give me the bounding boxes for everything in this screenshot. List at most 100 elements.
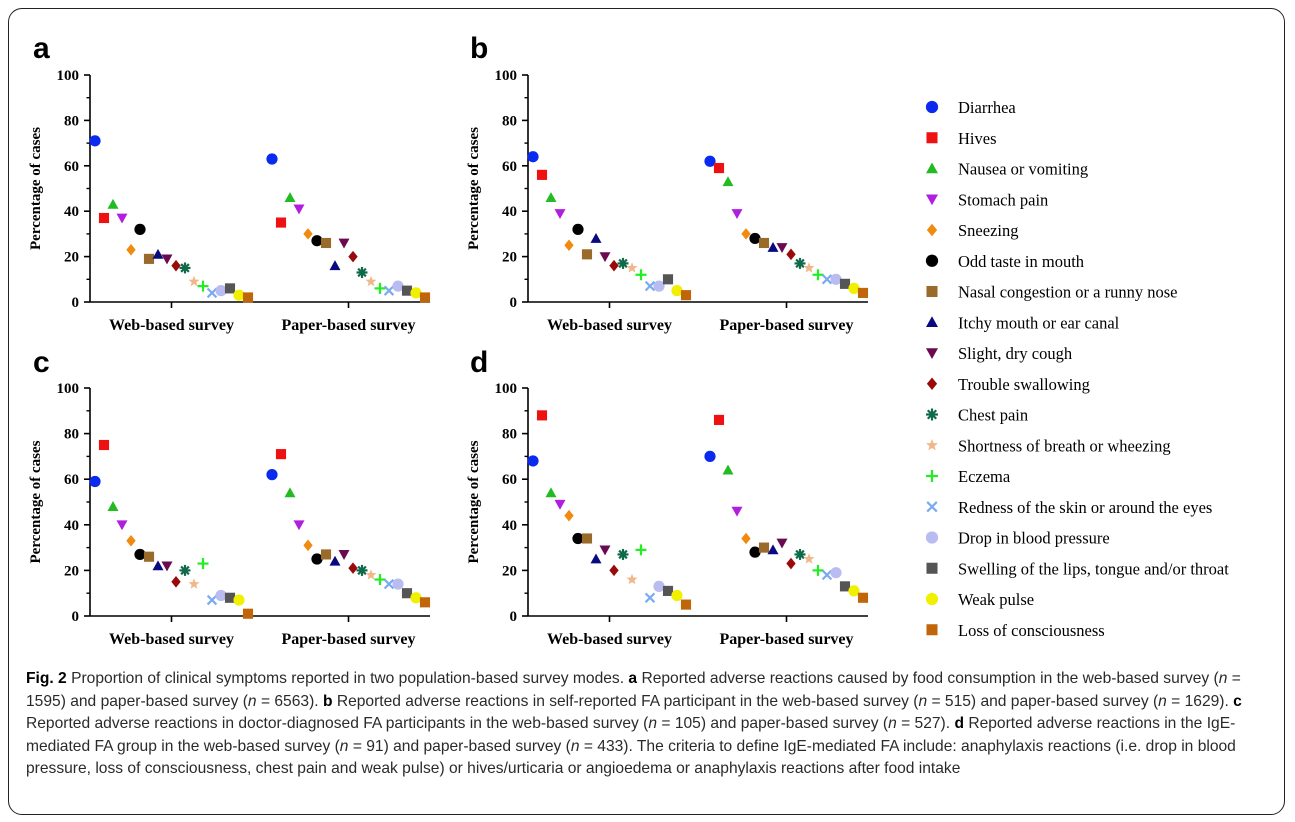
point-drop-in-blood-pressure: [215, 589, 227, 602]
legend-item: Weak pulse: [925, 590, 1034, 609]
legend-item: Nasal congestion or a runny nose: [926, 283, 1178, 302]
point-odd-taste-in-mouth: [572, 532, 584, 545]
point-loss-of-consciousness: [242, 608, 254, 619]
point-weak-pulse: [671, 589, 683, 602]
y-tick-label: 100: [57, 68, 80, 84]
point-hives: [713, 163, 725, 174]
caption-d-text: Reported adverse reactions in the IgE-me…: [26, 715, 1236, 755]
point-sneezing: [741, 532, 751, 545]
legend-item: Swelling of the lips, tongue and/or thro…: [926, 559, 1229, 578]
legend-marker-trouble-swallowing: [926, 377, 938, 391]
point-stomach-pain: [731, 506, 743, 517]
point-swelling-of-the-lips-tongue-and-or-throat: [224, 592, 236, 603]
legend-label: Weak pulse: [958, 590, 1034, 609]
point-nasal-congestion-or-a-runny-nose: [143, 253, 155, 264]
legend-marker-itchy-mouth-or-ear-canal: [926, 316, 938, 328]
point-shortness-of-breath-or-wheezing: [365, 569, 377, 580]
legend-label: Sneezing: [958, 221, 1018, 240]
point-shortness-of-breath-or-wheezing: [803, 262, 815, 273]
point-eczema: [197, 558, 209, 570]
point-nasal-congestion-or-a-runny-nose: [320, 549, 332, 560]
legend: Diarrhea Hives Nausea or vomiting Stomach p…: [925, 98, 1229, 640]
point-swelling-of-the-lips-tongue-and-or-throat: [662, 585, 674, 596]
legend-item: Hives: [926, 129, 997, 148]
legend-item: Chest pain: [926, 406, 1028, 425]
caption-d-label: d: [954, 715, 964, 732]
point-eczema: [812, 269, 824, 281]
point-diarrhea: [266, 153, 278, 165]
x-category-label: Paper-based survey: [719, 317, 853, 334]
legend-marker-chest-pain: [926, 408, 938, 421]
caption-c-label: c: [1233, 692, 1242, 710]
y-tick-label: 0: [510, 609, 518, 625]
point-hives: [275, 449, 287, 460]
point-nasal-congestion-or-a-runny-nose: [143, 551, 155, 562]
legend-label: Chest pain: [958, 406, 1028, 425]
point-nausea-or-vomiting: [545, 192, 557, 202]
point-sneezing: [741, 228, 751, 240]
point-hives: [713, 414, 725, 425]
caption-b-label: b: [322, 692, 333, 710]
figure-frame: [8, 8, 1285, 815]
point-redness-of-the-skin-or-around-the-eyes: [644, 592, 656, 603]
caption-d-value: = 91) and paper-based survey (: [348, 737, 571, 755]
point-nausea-or-vomiting: [284, 192, 296, 202]
point-diarrhea: [89, 475, 101, 488]
point-drop-in-blood-pressure: [653, 580, 665, 592]
y-tick-label: 0: [72, 609, 80, 625]
legend-label: Slight, dry cough: [958, 344, 1073, 363]
point-chest-pain: [794, 257, 806, 269]
caption-n: n: [570, 737, 580, 755]
y-tick-label: 80: [502, 427, 517, 443]
y-axis-label: Percentage of cases: [28, 440, 44, 563]
point-odd-taste-in-mouth: [134, 223, 146, 235]
panel-letter: b: [470, 32, 488, 65]
point-swelling-of-the-lips-tongue-and-or-throat: [839, 581, 851, 592]
point-drop-in-blood-pressure: [653, 280, 665, 292]
y-tick-label: 100: [57, 381, 80, 397]
legend-label: Swelling of the lips, tongue and/or thro…: [958, 559, 1229, 578]
point-redness-of-the-skin-or-around-the-eyes: [383, 285, 395, 296]
point-redness-of-the-skin-or-around-the-eyes: [206, 594, 218, 606]
caption-b-value: = 1629).: [1166, 692, 1229, 710]
legend-marker-nausea-or-vomiting: [926, 162, 938, 174]
point-trouble-swallowing: [786, 557, 796, 570]
point-itchy-mouth-or-ear-canal: [767, 544, 779, 555]
point-stomach-pain: [293, 520, 305, 531]
point-odd-taste-in-mouth: [572, 223, 584, 235]
point-stomach-pain: [554, 209, 566, 219]
point-diarrhea: [704, 450, 716, 463]
caption-n: n: [1158, 692, 1167, 710]
legend-item: Drop in blood pressure: [925, 529, 1110, 548]
point-shortness-of-breath-or-wheezing: [365, 275, 377, 287]
y-axis-label: Percentage of cases: [28, 127, 44, 250]
point-diarrhea: [527, 151, 539, 163]
point-nausea-or-vomiting: [284, 487, 296, 498]
point-loss-of-consciousness: [242, 292, 254, 303]
point-trouble-swallowing: [348, 250, 358, 263]
point-sneezing: [303, 539, 313, 552]
caption-a-value: = 6563).: [256, 692, 319, 710]
point-trouble-swallowing: [171, 259, 181, 272]
point-shortness-of-breath-or-wheezing: [626, 262, 638, 273]
legend-item: Loss of consciousness: [926, 621, 1105, 640]
y-tick-label: 100: [495, 381, 518, 397]
caption-n: n: [339, 737, 349, 755]
point-itchy-mouth-or-ear-canal: [767, 242, 779, 252]
point-nausea-or-vomiting: [107, 501, 119, 511]
legend-marker-swelling-of-the-lips-tongue-and-or-throat: [926, 562, 938, 574]
y-tick-label: 20: [502, 563, 517, 579]
y-tick-label: 60: [64, 159, 79, 175]
point-itchy-mouth-or-ear-canal: [329, 555, 341, 566]
legend-item: Redness of the skin or around the eyes: [926, 498, 1212, 517]
point-stomach-pain: [116, 520, 128, 531]
point-hives: [536, 410, 548, 421]
point-drop-in-blood-pressure: [830, 273, 842, 285]
caption-title: Proportion of clinical symptoms reported…: [71, 670, 625, 687]
point-sneezing: [564, 509, 574, 522]
legend-item: Diarrhea: [925, 98, 1016, 117]
y-tick-label: 80: [64, 113, 79, 129]
panel-a: a 0 20 40 60 80 100 Percentage of cases Web-base…: [28, 32, 431, 334]
caption-c-value: = 527).: [896, 715, 951, 732]
y-tick-label: 40: [502, 518, 517, 534]
